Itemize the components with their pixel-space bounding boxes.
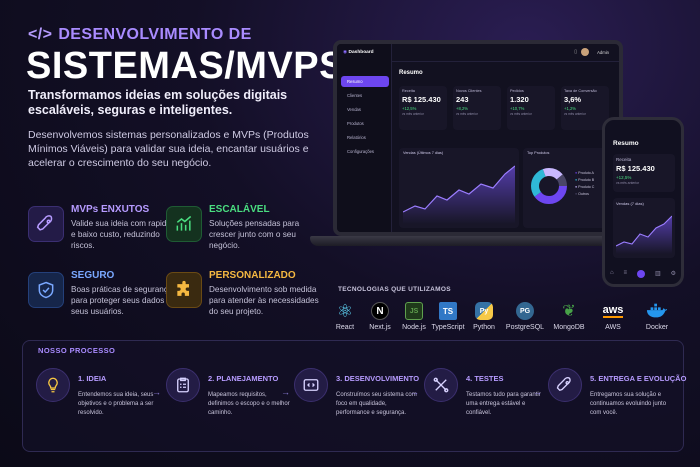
growth-chart-icon (166, 206, 202, 242)
sales-chart-panel: Vendas (Últimos 7 dias) (399, 148, 519, 228)
sidebar-item-produtos[interactable]: Produtos (347, 121, 364, 126)
lightbulb-icon (36, 368, 70, 402)
tech-docker: Docker (637, 300, 677, 331)
laptop-base (310, 236, 645, 246)
tech-postgresql: PG PostgreSQL (505, 300, 545, 331)
phone-tabbar: ⌂ ≡ ▥ ⚙ (605, 270, 681, 278)
feature-desc: Boas práticas de segurança para proteger… (71, 285, 173, 316)
kpi-card: Taxa de Conversão 3,6% +1,2% vs mês anteri… (561, 86, 609, 130)
kpi-card: Pedidos 1.320 +10,7% vs mês anterior (507, 86, 555, 130)
feature-title: SEGURO (71, 270, 115, 281)
products-donut-chart (531, 168, 567, 204)
tech-python: Py Python (464, 300, 504, 331)
feature-title: ESCALÁVEL (209, 204, 270, 215)
nextjs-icon: N (369, 300, 391, 322)
phone-line-chart (616, 215, 672, 254)
code-icon: </> (28, 26, 53, 43)
list-icon[interactable]: ≡ (623, 270, 628, 276)
gear-icon[interactable]: ⚙ (670, 271, 676, 277)
kpi-card: Receita R$ 125.430 +12,5% vs mês anterior (399, 86, 447, 130)
dashboard-topbar: ▯ Admin (392, 44, 619, 62)
aws-icon: aws (602, 303, 624, 318)
feature-escalavel: ESCALÁVEL Soluções pensadas para crescer… (166, 204, 316, 274)
feature-desc: Valide sua ideia com rapidez e baixo cus… (71, 219, 176, 250)
phone-section-title: Resumo (613, 140, 639, 147)
postgresql-icon: PG (514, 300, 536, 322)
subtitle: </> DESENVOLVIMENTO DE (28, 26, 252, 43)
process-step-ideia: 1. IDEIA Entendemos sua ideia, seus obje… (36, 368, 156, 438)
description: Desenvolvemos sistemas personalizados e … (28, 129, 309, 169)
tagline: Transformamos ideias em soluções digitai… (28, 88, 288, 117)
arrow-icon: → (410, 387, 419, 397)
feature-desc: Soluções pensadas para crescer junto com… (209, 219, 300, 250)
dashboard-logo: ◉ Dashboard (343, 50, 374, 55)
arrow-icon: → (281, 387, 290, 397)
typescript-icon: TS (437, 300, 459, 322)
tools-icon (424, 368, 458, 402)
python-icon: Py (473, 300, 495, 322)
feature-title: MVPs ENXUTOS (71, 204, 150, 215)
tech-react: ⚛ React (335, 300, 355, 332)
mongodb-icon: ❦ (562, 303, 576, 320)
process-title: NOSSO PROCESSO (38, 346, 116, 355)
feature-desc: Desenvolvimento sob medida para atender … (209, 285, 319, 316)
sidebar-item-configuracoes[interactable]: Configurações (347, 149, 375, 154)
process-step-entrega: 5. ENTREGA E EVOLUÇÃO Entregamos sua sol… (548, 368, 686, 438)
kpi-card: Novos Clientes 243 +8,2% vs mês anterior (453, 86, 501, 130)
sidebar-item-vendas[interactable]: Vendas (347, 107, 361, 112)
arrow-icon: → (152, 387, 161, 397)
sidebar-item-resumo[interactable]: Resumo (341, 76, 389, 87)
home-icon[interactable]: ⌂ (609, 270, 614, 276)
laptop-dashboard: ◉ Dashboard Resumo Clientes Vendas Produ… (333, 40, 623, 236)
code-icon (294, 368, 328, 402)
sales-line-chart (403, 165, 515, 224)
rocket-icon (28, 206, 64, 242)
shield-icon (28, 272, 64, 308)
user-name: Admin (597, 50, 609, 55)
arrow-icon: → (533, 387, 542, 397)
puzzle-icon (166, 272, 202, 308)
chart-icon[interactable]: ▥ (654, 271, 661, 277)
tech-typescript: TS TypeScript (428, 300, 468, 331)
tech-aws: aws AWS (593, 300, 633, 331)
page-title: SISTEMAS/MVPS (26, 45, 345, 87)
section-title: Resumo (399, 70, 423, 76)
nodejs-icon: JS (403, 300, 425, 322)
docker-icon (646, 300, 668, 322)
tech-title: TECNOLOGIAS QUE UTILIZAMOS (338, 286, 451, 293)
dashboard-sidebar: ◉ Dashboard Resumo Clientes Vendas Produ… (337, 44, 392, 232)
bell-icon[interactable]: ▯ (574, 49, 577, 55)
feature-title: PERSONALIZADO (209, 270, 296, 281)
tech-mongodb: ❦ MongoDB (549, 300, 589, 331)
active-tab-icon[interactable] (637, 270, 646, 278)
avatar[interactable] (581, 48, 589, 56)
tech-nodejs: JS Node.js (394, 300, 434, 331)
tech-nextjs: N Next.js (360, 300, 400, 331)
react-icon: ⚛ (336, 300, 354, 321)
products-legend: ● Produto A ● Produto B ● Produto C ● Ou… (575, 171, 595, 196)
checklist-icon (166, 368, 200, 402)
phone-kpi-card: Receita R$ 125.430 +12,5% vs mês anterio… (613, 154, 675, 192)
rocket-icon (548, 368, 582, 402)
feature-mvps: MVPs ENXUTOS Valide sua ideia com rapide… (28, 204, 178, 274)
feature-seguro: SEGURO Boas práticas de segurança para p… (28, 270, 178, 340)
products-chart-panel: Top Produtos ● Produto A ● Produto B ● P… (523, 148, 615, 228)
sidebar-item-clientes[interactable]: Clientes (347, 93, 363, 98)
process-step-planejamento: 2. PLANEJAMENTO Mapeamos requisitos, def… (166, 368, 290, 438)
feature-personalizado: PERSONALIZADO Desenvolvimento sob medida… (166, 270, 319, 340)
process-step-testes: 4. TESTES Testamos tudo para garantir um… (424, 368, 544, 438)
sidebar-item-relatorios[interactable]: Relatórios (347, 135, 366, 140)
logo-icon: ◉ (343, 50, 348, 55)
process-step-desenvolvimento: 3. DESENVOLVIMENTO Construímos seu siste… (294, 368, 419, 438)
phone-chart-panel: Vendas (7 dias) (613, 198, 675, 258)
phone-dashboard: Resumo Receita R$ 125.430 +12,5% vs mês … (602, 117, 684, 287)
